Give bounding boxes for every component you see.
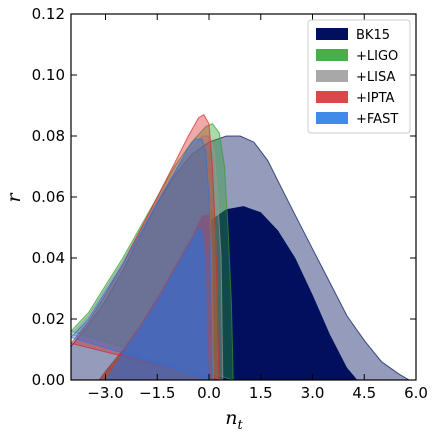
y-tick-label: 0.06	[32, 188, 65, 206]
x-axis-title: nt	[225, 407, 243, 433]
legend-label: +LISA	[356, 70, 395, 85]
y-tick-label: 0.00	[32, 371, 65, 389]
x-axis-title-main: n	[225, 407, 237, 429]
y-tick-label: 0.02	[32, 310, 65, 328]
legend-swatch	[316, 91, 348, 103]
contour-68-fast	[105, 227, 209, 380]
y-axis: 0.00 0.02 0.04 0.06 0.08 0.10 0.12	[32, 5, 416, 389]
y-axis-title: r	[3, 192, 25, 203]
legend-label: +LIGO	[356, 49, 398, 64]
legend-box	[307, 19, 411, 134]
y-tick-label: 0.12	[32, 5, 65, 23]
x-tick-label: 1.5	[249, 384, 273, 402]
x-axis: −3.0 −1.5 0.0 1.5 3.0 4.5 6.0	[87, 14, 428, 402]
x-tick-label: 4.5	[352, 384, 376, 402]
x-tick-label: 3.0	[301, 384, 325, 402]
x-axis-title-subscript: t	[238, 418, 244, 433]
legend: BK15 +LIGO +LISA +IPTA +FAST	[307, 19, 411, 134]
legend-swatch	[316, 28, 348, 40]
legend-label: BK15	[356, 28, 390, 43]
x-tick-label: −3.0	[87, 384, 123, 402]
legend-label: +FAST	[356, 112, 398, 127]
y-tick-label: 0.04	[32, 249, 65, 267]
y-tick-label: 0.08	[32, 127, 65, 145]
legend-swatch	[316, 49, 348, 61]
x-tick-label: 0.0	[197, 384, 221, 402]
x-tick-label: 6.0	[404, 384, 428, 402]
legend-swatch	[316, 112, 348, 124]
legend-label: +IPTA	[356, 91, 394, 106]
legend-swatch	[316, 70, 348, 82]
contour-layer	[71, 114, 411, 380]
y-tick-label: 0.10	[32, 66, 65, 84]
x-tick-label: −1.5	[139, 384, 175, 402]
